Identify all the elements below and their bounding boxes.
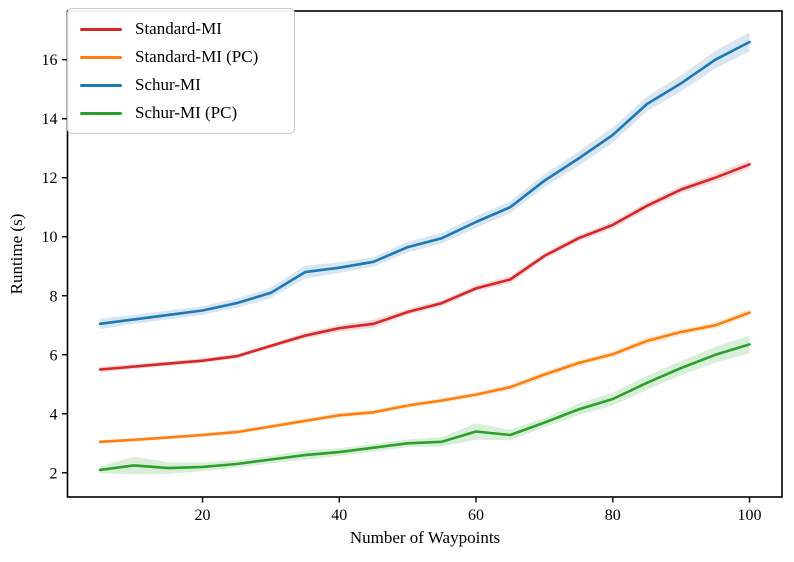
line-Schur-MI [98, 40, 751, 326]
line-Schur-MI (PC) [98, 343, 751, 472]
y-tick-label: 12 [42, 170, 58, 187]
y-tick-label: 8 [50, 288, 58, 305]
legend: Standard-MI Standard-MI (PC) Schur-MI Schur… [67, 8, 295, 134]
legend-item-Schur-MI (PC): Schur-MI (PC) [68, 99, 294, 127]
y-tick-label: 4 [50, 406, 58, 423]
y-axis-label: Runtime (s) [7, 214, 26, 295]
plot-spines [66, 10, 783, 498]
legend-line-sample [80, 111, 122, 115]
x-tick-label: 60 [468, 507, 484, 524]
axes: 20 40 60 80 100 2 4 6 8 10 12 14 16 [42, 10, 783, 524]
series-lines [98, 40, 751, 472]
y-tick-label: 6 [50, 347, 58, 364]
line-Standard-MI [98, 163, 751, 371]
legend-line-sample [80, 27, 122, 31]
legend-item-Standard-MI (PC): Standard-MI (PC) [68, 43, 294, 71]
legend-label: Standard-MI [135, 19, 222, 38]
x-tick-label: 40 [331, 507, 347, 524]
y-tick-label: 14 [42, 111, 58, 128]
y-tick-label: 2 [50, 465, 58, 482]
legend-item-Schur-MI: Schur-MI [68, 71, 294, 99]
y-tick-label: 10 [42, 229, 58, 246]
legend-line-sample [80, 83, 122, 87]
legend-label: Standard-MI (PC) [135, 47, 259, 66]
x-tick-label: 20 [195, 507, 211, 524]
legend-label: Schur-MI (PC) [135, 103, 238, 122]
y-tick-label: 16 [42, 52, 58, 69]
x-tick-label: 100 [738, 507, 762, 524]
confidence-bands [100, 32, 750, 475]
band-Schur-MI (PC) [100, 335, 750, 475]
legend-line-sample [80, 55, 122, 59]
x-tick-label: 80 [605, 507, 621, 524]
line-Standard-MI (PC) [98, 311, 751, 444]
legend-item-Standard-MI: Standard-MI [68, 15, 294, 43]
x-axis-label: Number of Waypoints [350, 528, 500, 547]
legend-label: Schur-MI [135, 75, 201, 94]
